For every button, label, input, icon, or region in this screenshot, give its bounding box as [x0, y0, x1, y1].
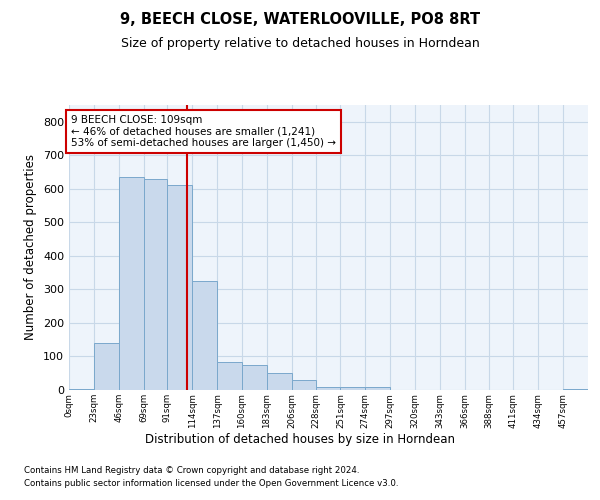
Bar: [292, 380, 316, 390]
Text: Size of property relative to detached houses in Horndean: Size of property relative to detached ho…: [121, 38, 479, 51]
Bar: [143, 179, 167, 390]
Text: Distribution of detached houses by size in Horndean: Distribution of detached houses by size …: [145, 432, 455, 446]
Bar: [167, 186, 192, 390]
Bar: [365, 386, 390, 390]
Bar: [340, 386, 365, 390]
Text: Contains public sector information licensed under the Open Government Licence v3: Contains public sector information licen…: [24, 479, 398, 488]
Bar: [192, 281, 217, 390]
Text: Contains HM Land Registry data © Crown copyright and database right 2024.: Contains HM Land Registry data © Crown c…: [24, 466, 359, 475]
Text: 9, BEECH CLOSE, WATERLOOVILLE, PO8 8RT: 9, BEECH CLOSE, WATERLOOVILLE, PO8 8RT: [120, 12, 480, 28]
Text: 9 BEECH CLOSE: 109sqm
← 46% of detached houses are smaller (1,241)
53% of semi-d: 9 BEECH CLOSE: 109sqm ← 46% of detached …: [71, 115, 336, 148]
Bar: [242, 365, 267, 390]
Y-axis label: Number of detached properties: Number of detached properties: [25, 154, 37, 340]
Bar: [119, 177, 143, 390]
Bar: [94, 343, 119, 390]
Bar: [316, 386, 340, 390]
Bar: [267, 373, 292, 390]
Bar: [217, 362, 242, 390]
